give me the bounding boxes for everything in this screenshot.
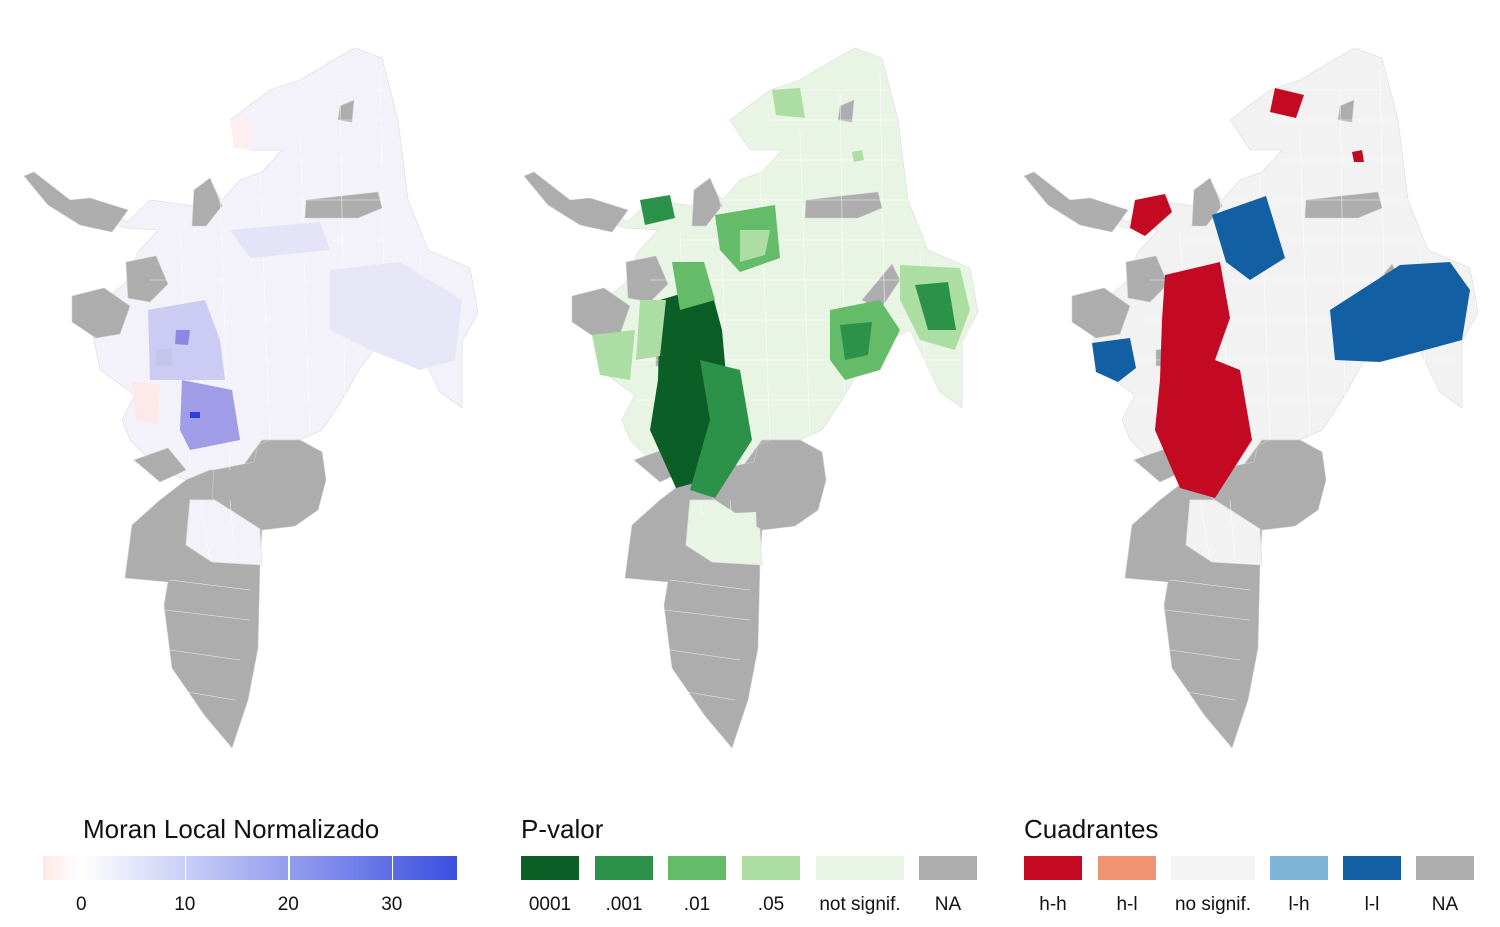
cuadrantes-swatch: [1171, 856, 1255, 880]
p-valor-map: [523, 47, 979, 749]
pvalor-swatch: [595, 856, 653, 880]
cuadrantes-map: [1023, 47, 1479, 749]
cuadrantes-swatch: [1270, 856, 1328, 880]
pvalor-label: .001: [605, 894, 643, 915]
legend-pvalor-title: P-valor: [521, 814, 604, 844]
moran-gradient-bar: [43, 856, 457, 880]
pvalor-significant-regions: [592, 88, 970, 562]
moran-tick-mark: [81, 856, 83, 880]
cuadrantes-label: NA: [1431, 894, 1459, 915]
pvalor-swatch: [668, 856, 726, 880]
moran-tick-label: 30: [381, 894, 403, 915]
moran-tick-label: 10: [174, 894, 196, 915]
pvalor-swatch: [919, 856, 977, 880]
cuadrantes-swatch: [1416, 856, 1474, 880]
moran-high-cluster: [132, 118, 462, 450]
legend-cuadrantes: Cuadrantes h-h h-l no signif. l-h l-l NA: [1024, 810, 1484, 920]
pvalor-label: 0001: [528, 894, 572, 915]
cuadrantes-label: l-l: [1364, 894, 1380, 915]
legend-cuadrantes-title: Cuadrantes: [1024, 814, 1159, 844]
moran-tick-label: 20: [277, 894, 299, 915]
legend-moran-title: Moran Local Normalizado: [83, 814, 380, 844]
legend-pvalor: P-valor 0001 .001 .01 .05 not signif. NA: [521, 810, 981, 920]
cuadrantes-swatch: [1024, 856, 1082, 880]
pvalor-label: NA: [934, 894, 962, 915]
cuadrantes-clusters: [1092, 88, 1470, 498]
moran-tick-mark: [288, 856, 290, 880]
pvalor-label: .05: [757, 894, 785, 915]
moran-tick-label: 0: [75, 894, 87, 915]
cuadrantes-label: h-h: [1039, 894, 1067, 915]
cuadrantes-label: h-l: [1116, 894, 1138, 915]
pvalor-swatch: [816, 856, 904, 880]
pvalor-swatch: [742, 856, 800, 880]
pvalor-label: .01: [683, 894, 711, 915]
cuadrantes-swatch: [1098, 856, 1156, 880]
pvalor-label: not signif.: [819, 894, 901, 915]
pvalor-swatch: [521, 856, 579, 880]
cuadrantes-label: l-h: [1288, 894, 1310, 915]
moran-tick-mark: [184, 856, 187, 880]
cuadrantes-label: no signif.: [1174, 894, 1252, 915]
moran-local-map: [23, 47, 479, 749]
legend-moran: Moran Local Normalizado 0 10 20 30: [43, 810, 463, 920]
maps-panel: .base { stroke: #e2e2e2; stroke-width: 0…: [23, 47, 1479, 749]
moran-tick-mark: [391, 856, 394, 880]
cuadrantes-swatch: [1343, 856, 1401, 880]
